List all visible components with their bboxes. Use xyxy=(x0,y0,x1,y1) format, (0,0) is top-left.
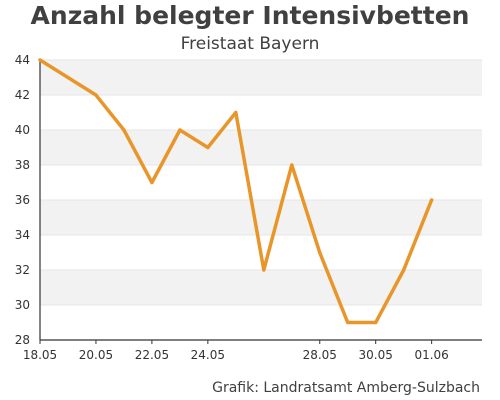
chart-credit: Grafik: Landratsamt Amberg-Sulzbach xyxy=(212,380,480,396)
data-point xyxy=(374,320,378,325)
data-point xyxy=(150,180,154,185)
data-point xyxy=(346,320,350,325)
chart-title: Anzahl belegter Intensivbetten xyxy=(30,1,470,30)
series-line xyxy=(38,58,434,325)
grid-band xyxy=(40,200,482,235)
x-tick-label: 18.05 xyxy=(23,348,57,362)
data-point xyxy=(262,268,266,272)
chart-subtitle: Freistaat Bayern xyxy=(180,34,320,54)
x-tick-label: 28.05 xyxy=(303,348,337,362)
x-tick-label: 30.05 xyxy=(359,348,393,362)
y-tick-label: 32 xyxy=(15,263,30,277)
y-tick-label: 40 xyxy=(15,123,30,137)
grid-band xyxy=(40,130,482,165)
y-tick-label: 38 xyxy=(15,158,30,172)
data-point xyxy=(430,198,434,202)
x-tick-label: 24.05 xyxy=(191,348,225,362)
y-tick-label: 36 xyxy=(15,193,30,207)
x-tick-label: 20.05 xyxy=(79,348,113,362)
x-tick-label: 01.06 xyxy=(414,348,448,362)
grid-band xyxy=(40,60,482,95)
data-point xyxy=(402,268,406,272)
y-tick-label: 28 xyxy=(15,333,30,347)
data-point xyxy=(122,128,126,132)
data-point xyxy=(178,128,182,132)
data-point xyxy=(318,250,322,255)
y-tick-label: 44 xyxy=(15,53,30,67)
data-point xyxy=(206,145,210,150)
y-tick-label: 30 xyxy=(15,298,30,312)
data-point xyxy=(38,58,42,62)
y-tick-label: 42 xyxy=(15,88,30,102)
y-tick-label: 34 xyxy=(15,228,30,242)
data-point xyxy=(234,110,238,115)
x-tick-label: 22.05 xyxy=(135,348,169,362)
data-point xyxy=(290,163,294,167)
data-point xyxy=(94,93,98,97)
grid-band xyxy=(40,270,482,305)
